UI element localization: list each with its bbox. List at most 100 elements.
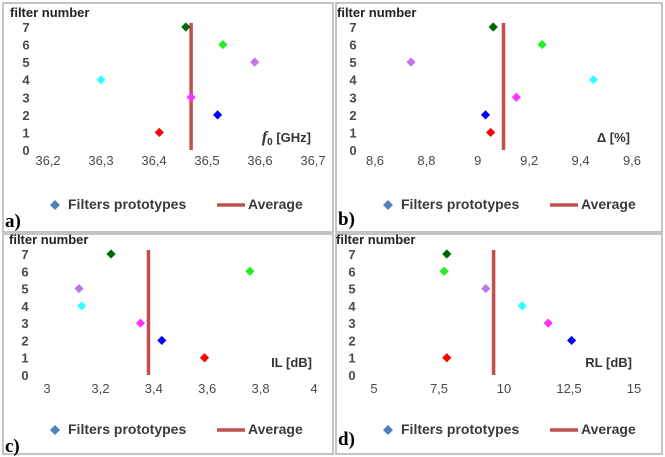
y-axis-title: filter number: [336, 232, 415, 247]
legend-label-average: Average: [581, 421, 636, 437]
y-axis-title: filter number: [337, 5, 416, 20]
x-tick-label: 36,5: [194, 153, 219, 168]
x-tick-label: 15: [627, 381, 641, 396]
data-point-filter-2: [480, 110, 491, 120]
data-point-filter-3: [511, 92, 521, 102]
data-point-filter-4: [588, 75, 599, 85]
data-point-filter-1: [442, 353, 452, 363]
x-tick-label: 36,4: [141, 153, 166, 168]
y-tick-label: 3: [22, 90, 29, 105]
y-tick-label: 7: [348, 247, 355, 262]
y-tick-label: 7: [349, 20, 356, 35]
y-tick-label: 6: [349, 38, 356, 53]
data-point-filter-1: [154, 127, 164, 138]
y-tick-label: 5: [348, 282, 355, 297]
x-tick-label: 4: [310, 381, 317, 396]
y-tick-label: 5: [349, 55, 356, 70]
x-axis-title: f0 [GHz]: [262, 129, 311, 148]
data-point-filter-6: [537, 39, 547, 50]
x-axis-subscript: 0: [267, 137, 273, 148]
y-tick-label: 4: [349, 73, 357, 88]
x-tick-label: 9,4: [572, 153, 590, 168]
data-point-filter-5: [481, 283, 491, 294]
y-tick-label: 0: [348, 368, 355, 383]
x-axis-unit: [GHz]: [273, 130, 311, 145]
x-tick-label: 3: [43, 381, 50, 396]
legend-label-average: Average: [248, 196, 303, 212]
y-tick-label: 1: [22, 125, 29, 140]
x-axis-title: Δ [%]: [597, 130, 630, 145]
legend-label-prototypes: Filters prototypes: [401, 196, 519, 212]
legend-label-prototypes: Filters prototypes: [68, 421, 186, 437]
x-tick-label: 3,8: [252, 381, 270, 396]
x-tick-label: 36,3: [88, 153, 113, 168]
y-tick-label: 6: [22, 38, 29, 53]
legend-marker-prototypes: [50, 425, 60, 435]
data-point-filter-7: [442, 249, 452, 259]
x-tick-label: 10: [497, 381, 511, 396]
data-point-filter-6: [439, 266, 449, 276]
chart-panel-2: 0 1 2 3 4 5 6 7 8,6 8,8 9 9,2 9,4 9,6 filter number Δ […: [335, 2, 663, 233]
legend-label-average: Average: [248, 421, 303, 437]
data-point-filter-5: [406, 57, 416, 67]
data-point-filter-2: [213, 110, 223, 120]
data-point-filter-3: [186, 92, 196, 102]
y-tick-label: 6: [21, 264, 28, 279]
chart-panel-1: 0 1 2 3 4 5 6 7 36,2 36,3 36,4 36,5 36,6 36,7 filter n…: [2, 2, 334, 233]
x-tick-label: 9,2: [520, 153, 538, 168]
y-axis-title: filter number: [10, 5, 89, 20]
data-point-filter-1: [199, 353, 210, 363]
y-tick-label: 0: [22, 143, 29, 158]
y-tick-label: 1: [21, 351, 28, 366]
x-axis-unit: [%]: [606, 130, 630, 145]
x-tick-label: 36,7: [300, 153, 325, 168]
data-point-filter-5: [74, 283, 84, 294]
y-tick-label: 4: [348, 299, 356, 314]
panel-border: [2, 2, 334, 233]
x-tick-label: 36,6: [247, 153, 272, 168]
y-tick-label: 2: [349, 108, 356, 123]
data-point-filter-3: [135, 318, 146, 328]
x-tick-label: 8,6: [366, 153, 384, 168]
data-point-filter-5: [250, 57, 260, 67]
y-tick-label: 0: [349, 143, 356, 158]
y-tick-label: 2: [22, 108, 29, 123]
x-tick-label: 3,6: [198, 381, 216, 396]
legend-marker-prototypes: [50, 200, 60, 210]
data-point-filter-7: [106, 249, 116, 259]
legend-label-prototypes: Filters prototypes: [68, 196, 186, 212]
x-axis-variable: IL: [271, 355, 283, 370]
y-tick-label: 4: [21, 299, 29, 314]
x-tick-label: 12,5: [556, 381, 581, 396]
y-tick-label: 1: [348, 351, 355, 366]
x-tick-label: 8,8: [417, 153, 435, 168]
y-tick-label: 2: [348, 333, 355, 348]
data-point-filter-6: [245, 266, 255, 276]
legend-marker-prototypes: [383, 200, 393, 210]
data-point-filter-7: [181, 22, 191, 32]
y-tick-label: 3: [348, 316, 355, 331]
panel-border: [335, 233, 663, 455]
chart-panel-4: 0 1 2 3 4 5 6 7 5 7,5 10 12,5 15 filter number RL [dB]…: [335, 232, 663, 455]
x-axis-title: IL [dB]: [271, 355, 312, 370]
data-point-filter-4: [96, 75, 106, 85]
legend-label-average: Average: [581, 196, 636, 212]
y-tick-label: 0: [21, 368, 28, 383]
data-point-filter-3: [543, 318, 553, 328]
chart-panel-3: 0 1 2 3 4 5 6 7 3 3,2 3,4 3,6 3,8 4 filter number IL [d…: [2, 232, 334, 457]
panel-letter: d): [338, 429, 355, 450]
data-point-filter-1: [486, 127, 496, 138]
data-point-filter-7: [488, 22, 498, 32]
data-point-filter-4: [517, 301, 527, 311]
data-point-filter-4: [77, 301, 87, 311]
y-tick-label: 6: [348, 264, 355, 279]
x-tick-label: 9: [474, 153, 481, 168]
data-point-filter-6: [218, 39, 228, 50]
legend-marker-prototypes: [383, 425, 393, 435]
x-axis-unit: [dB]: [282, 355, 312, 370]
x-tick-label: 9,6: [623, 153, 641, 168]
panel-letter: a): [5, 211, 21, 232]
x-axis-title: RL [dB]: [585, 355, 632, 370]
y-tick-label: 5: [21, 282, 28, 297]
